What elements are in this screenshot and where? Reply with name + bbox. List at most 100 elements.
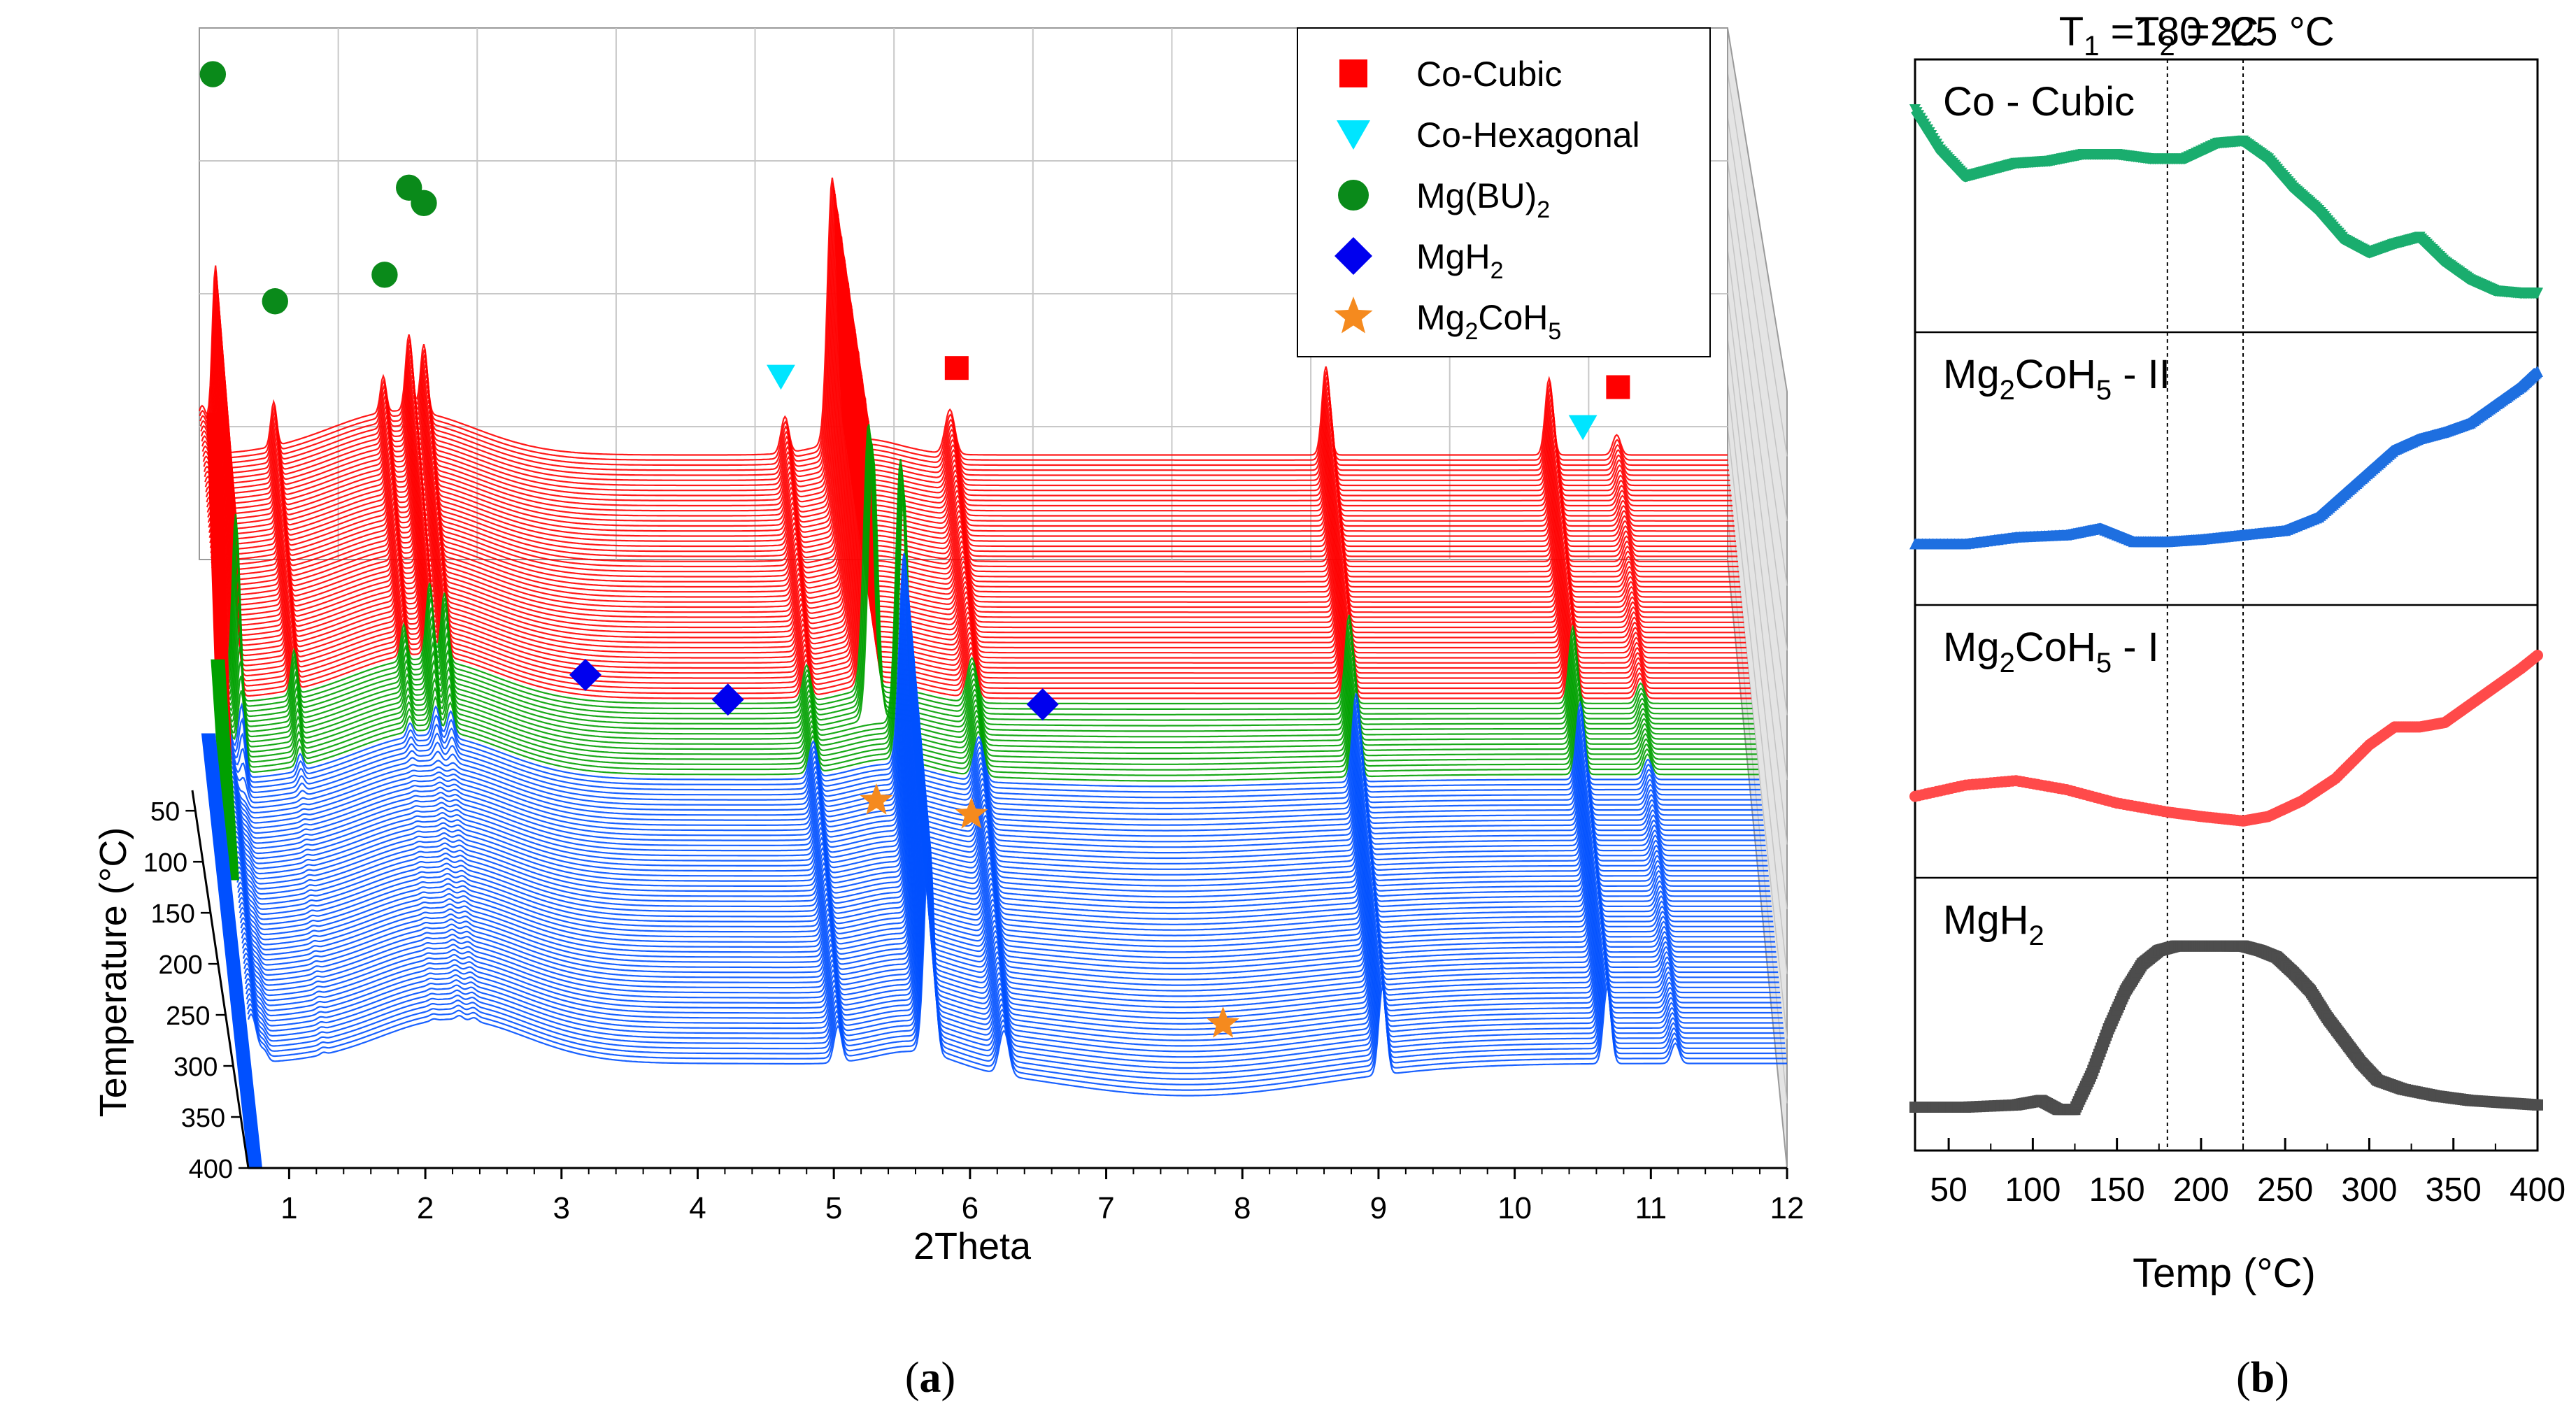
trace-line	[236, 692, 1773, 937]
series-point	[2532, 287, 2543, 299]
trace-line	[237, 712, 1775, 959]
trace-line	[245, 810, 1784, 1064]
temperature-tick-label: 50	[150, 797, 180, 827]
trace-line	[237, 717, 1775, 964]
trace-line	[209, 308, 1741, 588]
trace-line	[223, 484, 1758, 771]
legend-label: MgH2	[1416, 237, 1504, 284]
trace-line	[211, 333, 1743, 613]
series-label: Co - Cubic	[1943, 79, 2135, 124]
trace-line	[209, 313, 1742, 593]
trace-line	[236, 697, 1774, 942]
x-tick-label: 6	[962, 1191, 979, 1225]
trace-line	[232, 646, 1769, 887]
trace-line	[218, 413, 1751, 695]
temperature-tick-label: 250	[166, 1002, 210, 1031]
side-wall-line	[1727, 160, 1788, 586]
trace-line	[207, 287, 1739, 568]
trace-line	[216, 397, 1750, 679]
trace-line	[231, 629, 1767, 870]
trace-line	[212, 347, 1745, 629]
trace-line	[228, 599, 1764, 837]
side-wall-line	[1727, 72, 1788, 457]
trace-line	[203, 236, 1734, 517]
x-tick-label: 150	[2089, 1172, 2145, 1209]
trace-line	[227, 589, 1763, 826]
series-2	[1909, 650, 2543, 827]
trace-line	[235, 686, 1772, 931]
trace-line	[232, 650, 1769, 892]
trace-line	[236, 702, 1774, 948]
trace-line	[229, 614, 1765, 854]
x-tick-label: 7	[1097, 1191, 1114, 1225]
trace-line	[202, 222, 1732, 501]
x-tick-label: 250	[2257, 1172, 2313, 1209]
trace-line	[241, 753, 1779, 1003]
trace-line	[244, 799, 1784, 1053]
trace-line	[245, 820, 1786, 1074]
trace-line	[211, 328, 1743, 608]
trace-line	[200, 202, 1730, 481]
trace-line	[220, 448, 1755, 732]
legend-label: Mg(BU)2	[1416, 176, 1550, 223]
trace-line	[243, 789, 1782, 1041]
trace-line	[222, 469, 1757, 755]
trace-line	[211, 337, 1744, 618]
trace-line	[210, 318, 1742, 598]
trace-line	[234, 681, 1772, 925]
trace-line	[241, 764, 1780, 1014]
x-tick-label: 12	[1770, 1191, 1805, 1225]
trace-line	[213, 357, 1746, 639]
series-line	[1914, 941, 2540, 1115]
trace-line	[229, 604, 1765, 843]
trace-line	[240, 748, 1779, 997]
trace-line	[199, 183, 1728, 461]
temperature-annotation: T1 =180 °C	[2059, 9, 2259, 62]
trace-line	[229, 609, 1765, 848]
trace-line	[208, 303, 1740, 583]
temperature-tick-label: 350	[181, 1104, 225, 1133]
series-3	[1909, 940, 2543, 1116]
trace-line	[204, 248, 1735, 527]
legend-marker-circle	[1338, 180, 1369, 211]
trace-line	[234, 676, 1772, 920]
trace-line	[212, 343, 1744, 623]
trace-line	[219, 428, 1753, 710]
trace-line	[215, 387, 1749, 669]
trace-line	[216, 391, 1749, 674]
legend-marker-square	[1339, 59, 1367, 87]
temperature-tick-label: 200	[158, 950, 202, 980]
trace-line	[221, 453, 1755, 738]
series-point	[2532, 366, 2543, 377]
side-wall-line	[1727, 426, 1788, 974]
marker-square	[1606, 375, 1630, 399]
trace-line	[206, 272, 1737, 553]
x-tick-label: 9	[1370, 1191, 1387, 1225]
x-tick-label: 10	[1497, 1191, 1532, 1225]
x-tick-label: 100	[2005, 1172, 2061, 1209]
marker-diamond	[569, 658, 602, 691]
trace-line	[242, 774, 1781, 1025]
trace-line	[239, 733, 1777, 981]
trace-line	[227, 578, 1762, 815]
panel-a-traces	[198, 177, 1787, 1097]
trace-line	[204, 243, 1735, 522]
trace-line	[207, 282, 1738, 562]
series-1	[1909, 366, 2543, 550]
temperature-band	[201, 733, 262, 1168]
trace-line	[210, 323, 1742, 603]
trace-line	[247, 836, 1787, 1091]
x-tick-label: 2	[417, 1191, 434, 1225]
x-tick-label: 5	[825, 1191, 842, 1225]
series-label: MgH2	[1943, 897, 2044, 951]
x-tick-label: 11	[1635, 1191, 1667, 1225]
marker-star	[955, 797, 988, 829]
marker-star	[860, 783, 893, 815]
trace-line	[233, 661, 1770, 904]
temperature-tick-label: 300	[173, 1053, 218, 1082]
trace-line	[225, 553, 1760, 788]
series-0	[1909, 104, 2543, 299]
